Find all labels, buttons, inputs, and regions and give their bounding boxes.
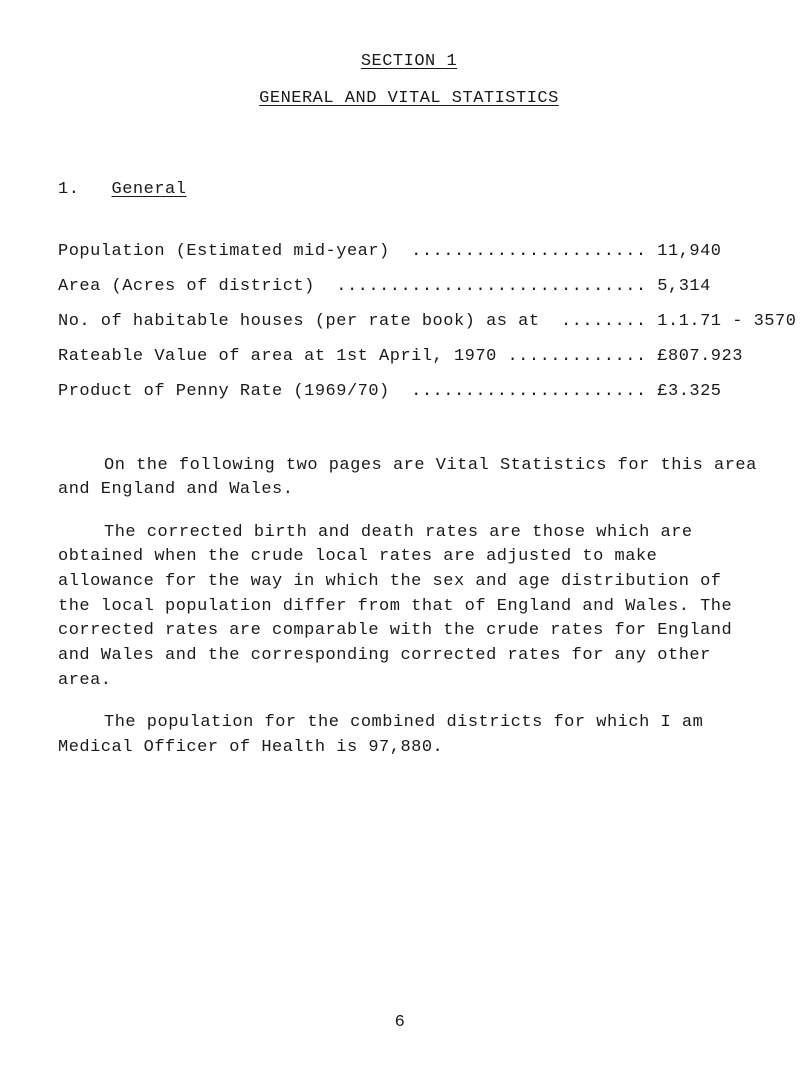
page-number: 6 (395, 1009, 406, 1036)
paragraph-1: On the following two pages are Vital Sta… (58, 454, 760, 503)
stat-penny-rate: Product of Penny Rate (1969/70) ........… (58, 378, 760, 405)
stat-area: Area (Acres of district) ...............… (58, 273, 760, 300)
general-heading: 1. General (58, 176, 760, 203)
stat-population: Population (Estimated mid-year) ........… (58, 238, 760, 265)
stat-houses: No. of habitable houses (per rate book) … (58, 308, 760, 335)
section-title: SECTION 1 (58, 48, 760, 75)
paragraph-3: The population for the combined district… (58, 711, 760, 760)
page-subtitle: GENERAL AND VITAL STATISTICS (58, 85, 760, 112)
heading-word: General (112, 180, 187, 199)
statistics-block: Population (Estimated mid-year) ........… (58, 238, 760, 414)
stat-rateable-value: Rateable Value of area at 1st April, 197… (58, 343, 760, 370)
heading-number: 1. (58, 180, 79, 199)
paragraph-2: The corrected birth and death rates are … (58, 521, 760, 693)
